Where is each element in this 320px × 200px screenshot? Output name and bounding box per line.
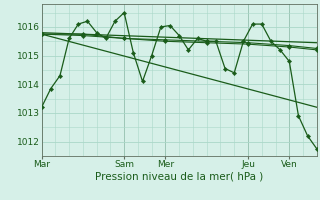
X-axis label: Pression niveau de la mer( hPa ): Pression niveau de la mer( hPa ) bbox=[95, 172, 263, 182]
